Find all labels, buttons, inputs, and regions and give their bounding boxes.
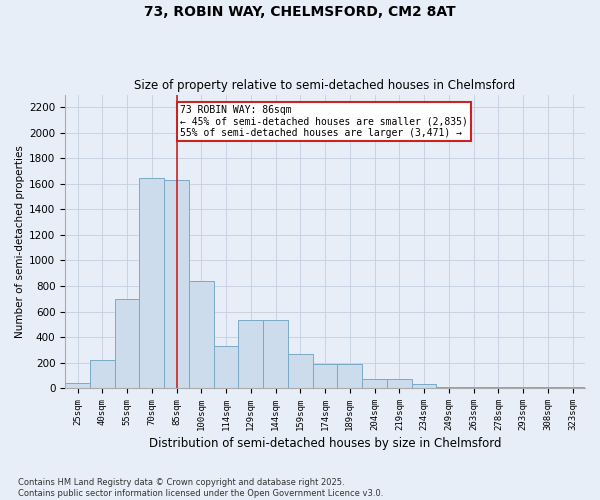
Bar [288, 354, 313, 388]
Bar [337, 364, 362, 388]
X-axis label: Distribution of semi-detached houses by size in Chelmsford: Distribution of semi-detached houses by … [149, 437, 502, 450]
Bar [90, 360, 115, 388]
Bar [238, 320, 263, 388]
Bar [189, 281, 214, 388]
Text: 73 ROBIN WAY: 86sqm
← 45% of semi-detached houses are smaller (2,835)
55% of sem: 73 ROBIN WAY: 86sqm ← 45% of semi-detach… [180, 105, 468, 138]
Bar [486, 387, 511, 388]
Bar [412, 384, 436, 388]
Bar [461, 387, 486, 388]
Bar [263, 320, 288, 388]
Bar [139, 178, 164, 388]
Bar [164, 180, 189, 388]
Bar [387, 378, 412, 388]
Bar [362, 378, 387, 388]
Bar [214, 346, 238, 388]
Text: Contains HM Land Registry data © Crown copyright and database right 2025.
Contai: Contains HM Land Registry data © Crown c… [18, 478, 383, 498]
Title: Size of property relative to semi-detached houses in Chelmsford: Size of property relative to semi-detach… [134, 79, 515, 92]
Y-axis label: Number of semi-detached properties: Number of semi-detached properties [15, 145, 25, 338]
Bar [65, 383, 90, 388]
Bar [511, 387, 535, 388]
Text: 73, ROBIN WAY, CHELMSFORD, CM2 8AT: 73, ROBIN WAY, CHELMSFORD, CM2 8AT [144, 5, 456, 19]
Bar [313, 364, 337, 388]
Bar [436, 387, 461, 388]
Bar [115, 298, 139, 388]
